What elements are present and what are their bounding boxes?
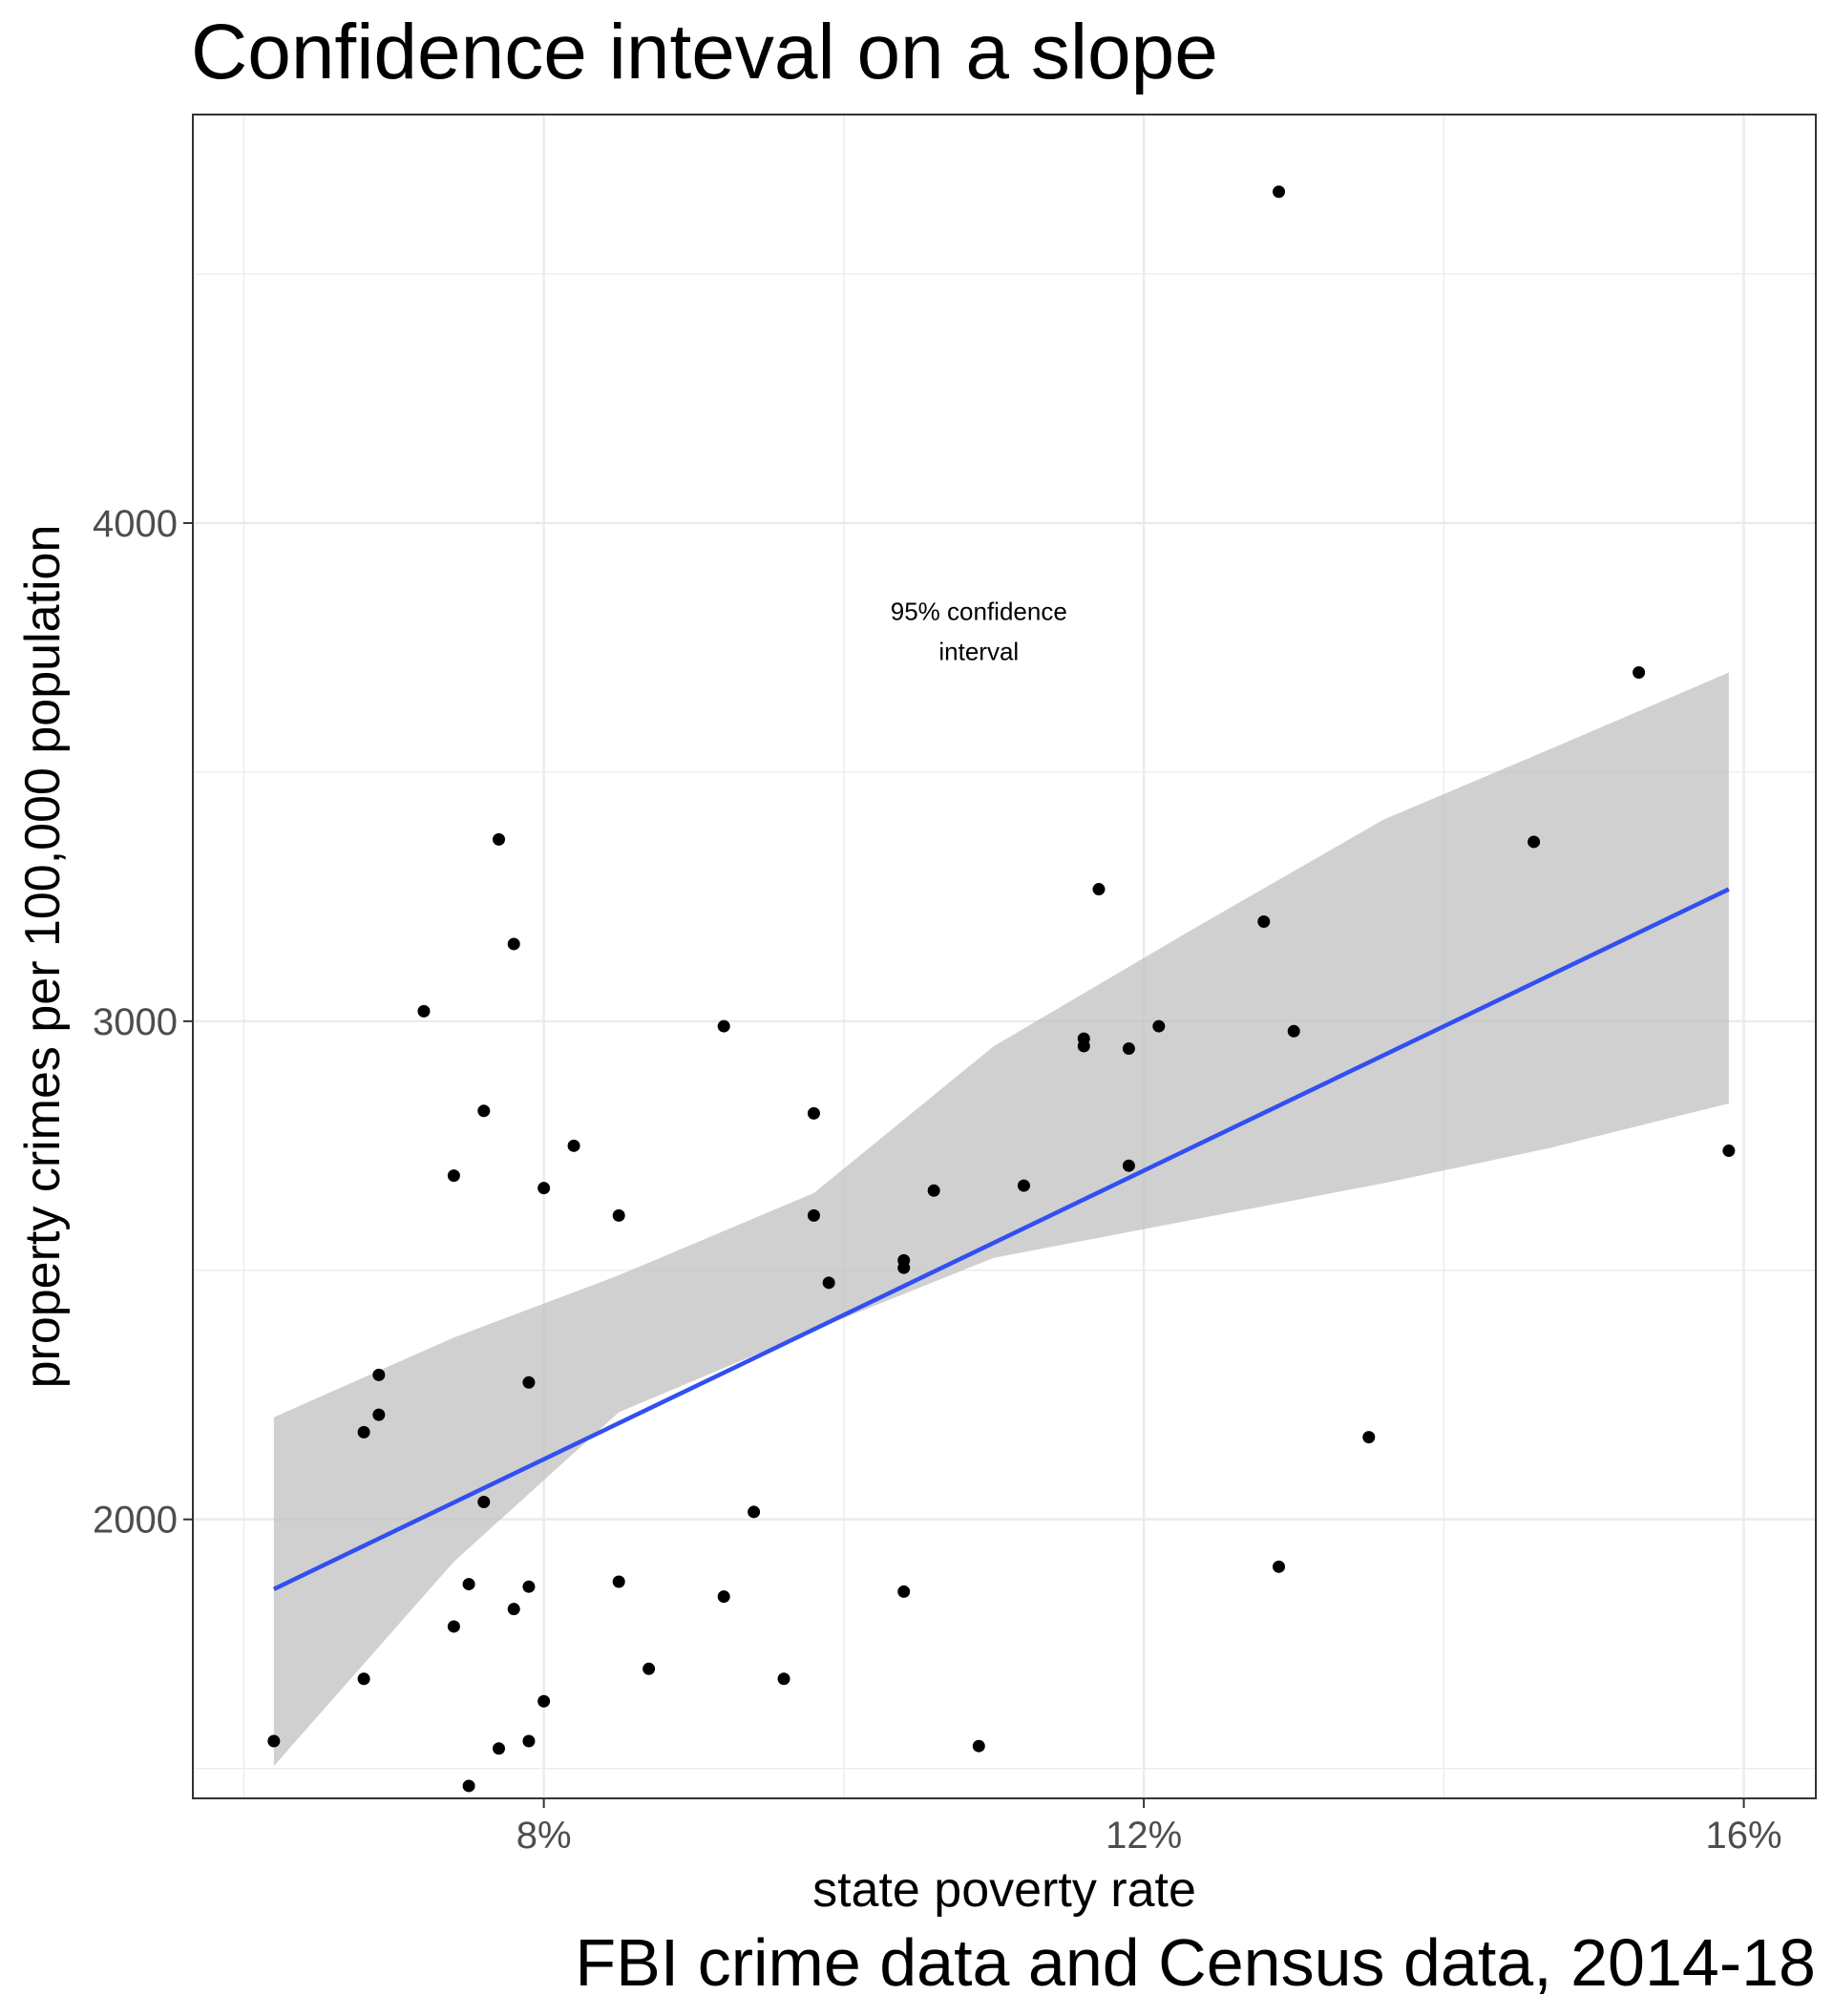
data-point bbox=[643, 1662, 656, 1675]
x-tick-label: 16% bbox=[1706, 1815, 1782, 1857]
data-point bbox=[1122, 1159, 1135, 1172]
data-point bbox=[1722, 1144, 1736, 1158]
data-point bbox=[537, 1694, 551, 1708]
data-point bbox=[1257, 914, 1271, 928]
data-point bbox=[612, 1575, 625, 1588]
data-point bbox=[447, 1620, 460, 1633]
y-axis: 2000 3000 4000 bbox=[93, 503, 193, 1542]
data-point bbox=[1017, 1179, 1030, 1192]
data-point bbox=[462, 1779, 475, 1793]
chart-caption: FBI crime data and Census data, 2014-18 bbox=[575, 1925, 1816, 2000]
data-point bbox=[612, 1208, 625, 1222]
data-point bbox=[493, 832, 506, 846]
annotation-line-2: interval bbox=[938, 638, 1019, 666]
data-point bbox=[372, 1408, 386, 1421]
data-point bbox=[507, 1603, 520, 1616]
data-point bbox=[522, 1580, 536, 1593]
data-point bbox=[777, 1672, 790, 1686]
panel-border bbox=[192, 114, 1817, 1799]
x-tick-label: 8% bbox=[516, 1815, 572, 1857]
y-tick-label: 3000 bbox=[93, 1001, 178, 1043]
data-point bbox=[267, 1734, 281, 1748]
data-point bbox=[1152, 1019, 1166, 1033]
data-point bbox=[807, 1208, 820, 1222]
data-point bbox=[1362, 1431, 1376, 1444]
y-tick-label: 4000 bbox=[93, 503, 178, 545]
data-point bbox=[357, 1672, 370, 1686]
data-point bbox=[1092, 883, 1106, 896]
data-point bbox=[972, 1739, 985, 1753]
data-point bbox=[1122, 1042, 1135, 1056]
data-point bbox=[507, 937, 520, 951]
confidence-band bbox=[273, 672, 1729, 1767]
x-tick-label: 12% bbox=[1106, 1815, 1182, 1857]
plot-panel: 95% confidence interval bbox=[192, 114, 1817, 1799]
data-point bbox=[522, 1376, 536, 1389]
y-axis-title: property crimes per 100,000 population bbox=[15, 525, 71, 1389]
annotation-line-1: 95% confidence bbox=[891, 598, 1067, 626]
data-point bbox=[748, 1505, 761, 1519]
data-point bbox=[357, 1425, 370, 1438]
data-point bbox=[1528, 835, 1541, 849]
data-point bbox=[417, 1004, 431, 1018]
data-point bbox=[897, 1585, 911, 1598]
chart-title: Confidence inteval on a slope bbox=[191, 9, 1218, 95]
data-point bbox=[822, 1276, 835, 1290]
data-point bbox=[567, 1139, 580, 1152]
data-point bbox=[1287, 1024, 1300, 1038]
y-tick-label: 2000 bbox=[93, 1500, 178, 1542]
x-axis: 8% 12% 16% bbox=[516, 1798, 1782, 1857]
data-point bbox=[537, 1182, 551, 1195]
data-point bbox=[493, 1742, 506, 1755]
data-point bbox=[717, 1019, 730, 1033]
data-point bbox=[522, 1734, 536, 1748]
data-point bbox=[1633, 666, 1646, 680]
data-point bbox=[462, 1578, 475, 1591]
data-point bbox=[372, 1368, 386, 1381]
data-point bbox=[447, 1169, 460, 1183]
data-point bbox=[717, 1590, 730, 1604]
data-points bbox=[267, 185, 1736, 1793]
x-axis-title: state poverty rate bbox=[812, 1862, 1196, 1918]
data-point bbox=[927, 1184, 940, 1197]
data-point bbox=[1273, 185, 1286, 199]
regression-line bbox=[272, 887, 1730, 1591]
data-point bbox=[477, 1495, 491, 1508]
data-point bbox=[477, 1104, 491, 1118]
data-point bbox=[1273, 1560, 1286, 1573]
data-point bbox=[897, 1253, 911, 1267]
data-point bbox=[1077, 1040, 1090, 1053]
data-point bbox=[807, 1106, 820, 1120]
